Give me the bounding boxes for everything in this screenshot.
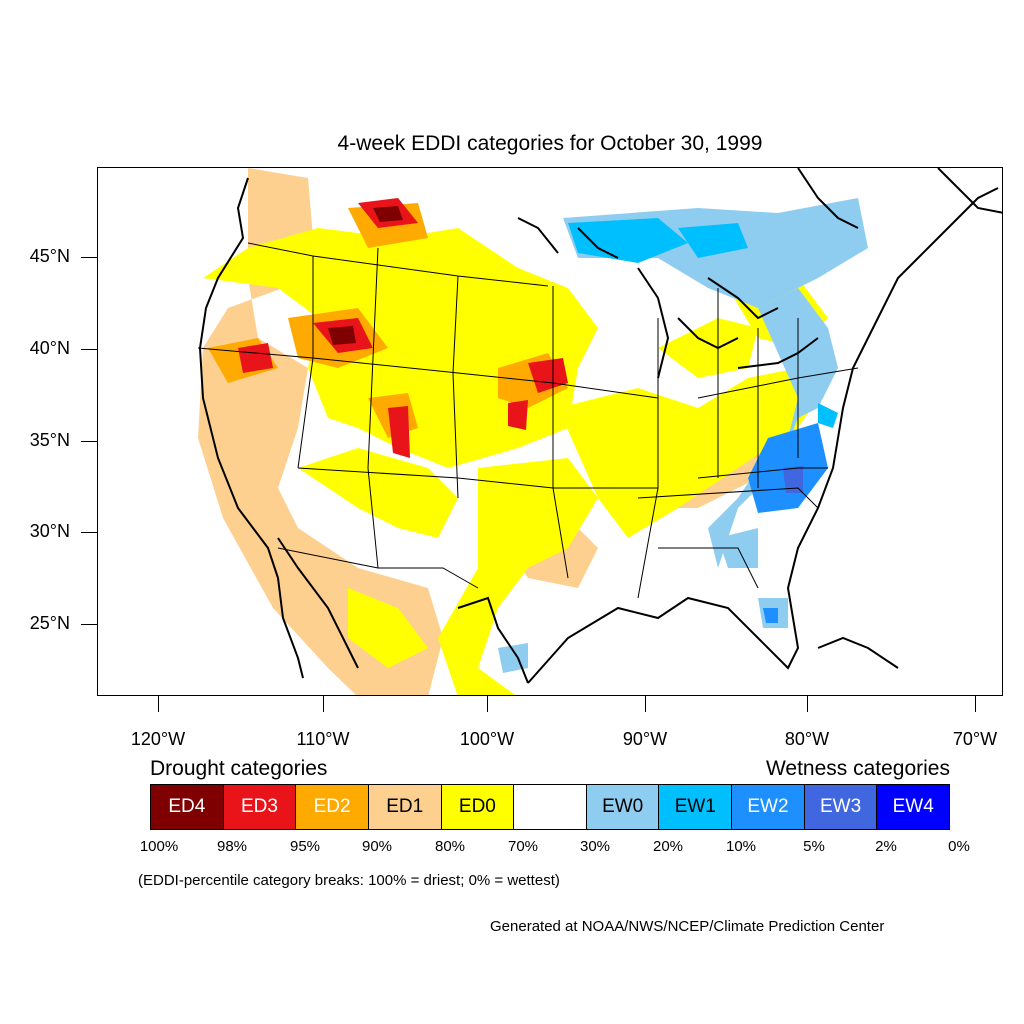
legend-cell-ed4: ED4: [151, 785, 224, 829]
break-label-10: 10%: [725, 838, 757, 855]
legend-label-ed4: ED4: [168, 796, 206, 817]
lon-tick-70: [975, 696, 976, 712]
legend-cell-ew3: EW3: [804, 785, 878, 829]
legend-label-ed3: ED3: [240, 796, 278, 817]
legend-cell-ed1: ED1: [368, 785, 442, 829]
break-label-0: 0%: [948, 838, 970, 855]
legend-label-ed0: ED0: [458, 796, 496, 817]
lon-tick-100: [487, 696, 488, 712]
legend-label-ew0: EW0: [602, 796, 644, 817]
legend-label-ew3: EW3: [819, 796, 862, 817]
break-label-95: 95%: [289, 838, 321, 855]
lon-label-110: 110°W: [296, 729, 350, 749]
breaks-note: (EDDI-percentile category breaks: 100% =…: [138, 872, 560, 889]
eddi-map: [97, 167, 1003, 696]
lon-label-80: 80°W: [784, 729, 830, 749]
map-title: 4-week EDDI categories for October 30, 1…: [337, 132, 763, 155]
break-label-80: 80%: [434, 838, 466, 855]
legend-cell-ed0: ED0: [441, 785, 515, 829]
legend-cell-ed2: ED2: [296, 785, 369, 829]
state-boundaries: [197, 242, 859, 599]
lon-tick-110: [323, 696, 324, 712]
legend-label-ew1: EW1: [674, 796, 716, 817]
legend-cell-ew2: EW2: [732, 785, 805, 829]
coastlines: [198, 168, 1002, 684]
ew3-regions: [783, 466, 803, 493]
lon-label-100: 100°W: [459, 729, 515, 749]
lat-tick-25: [81, 624, 97, 625]
lat-label-40: 40°N: [29, 338, 70, 358]
legend-label-ed2: ED2: [313, 796, 351, 817]
legend-label-ew4: EW4: [892, 796, 934, 817]
lat-label-45: 45°N: [29, 246, 70, 266]
legend-cell-neutral: [514, 785, 587, 829]
break-label-2: 2%: [875, 838, 897, 855]
legend-bar: ED4 ED3 ED2 ED1 ED0 EW0 EW1 EW2 EW3 EW4: [150, 784, 950, 830]
lon-tick-90: [645, 696, 646, 712]
lon-label-90: 90°W: [622, 729, 668, 749]
lat-tick-30: [81, 532, 97, 533]
lat-tick-45: [81, 257, 97, 258]
lat-tick-35: [81, 441, 97, 442]
legend-label-ed1: ED1: [386, 796, 424, 817]
break-label-30: 30%: [579, 838, 611, 855]
lon-label-120: 120°W: [130, 729, 186, 749]
legend-cell-ed3: ED3: [223, 785, 297, 829]
lat-label-35: 35°N: [29, 430, 70, 450]
drought-heading: Drought categories: [150, 757, 328, 780]
legend-cell-ew0: EW0: [586, 785, 660, 829]
lon-tick-80: [807, 696, 808, 712]
legend-cell-ew4: EW4: [877, 785, 950, 829]
break-label-5: 5%: [803, 838, 825, 855]
break-label-20: 20%: [652, 838, 684, 855]
wetness-heading: Wetness categories: [765, 757, 950, 780]
ew1-regions: [568, 218, 838, 428]
credit-text: Generated at NOAA/NWS/NCEP/Climate Predi…: [490, 918, 885, 935]
lat-label-30: 30°N: [29, 521, 70, 541]
eddi-map-svg: [197, 168, 1002, 695]
legend-cell-ew1: EW1: [659, 785, 733, 829]
lon-label-70: 70°W: [952, 729, 998, 749]
break-label-70: 70%: [507, 838, 539, 855]
ed4-regions: [328, 206, 403, 345]
break-label-100: 100%: [139, 838, 179, 855]
lon-tick-120: [158, 696, 159, 712]
lat-label-25: 25°N: [29, 613, 70, 633]
legend-label-ew2: EW2: [747, 796, 789, 817]
lat-tick-40: [81, 349, 97, 350]
break-label-90: 90%: [361, 838, 393, 855]
break-label-98: 98%: [216, 838, 248, 855]
